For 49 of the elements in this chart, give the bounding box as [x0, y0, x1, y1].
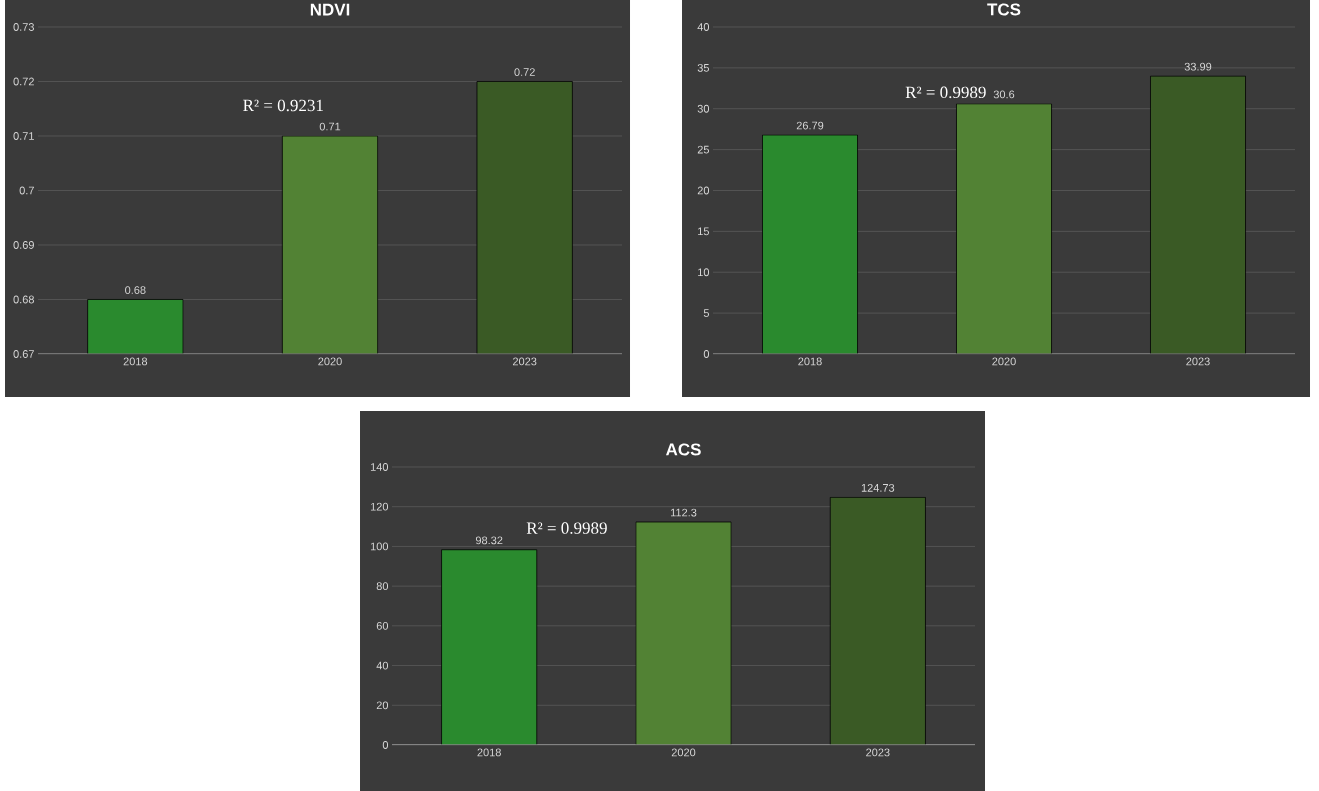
x-tick-label: 2018	[123, 357, 148, 366]
chart-title: TCS	[987, 3, 1021, 16]
y-tick-label: 0.68	[13, 295, 34, 304]
y-tick-label: 0.67	[13, 350, 34, 358]
chart-title: NDVI	[310, 3, 350, 16]
y-tick-label: 100	[370, 542, 389, 551]
x-tick-label: 2023	[866, 748, 890, 757]
y-tick-label: 10	[698, 268, 710, 277]
x-tick-label: 2023	[1186, 357, 1210, 366]
annotation: R² = 0.9989	[526, 522, 607, 534]
x-tick-label: 2020	[992, 357, 1016, 366]
y-tick-label: 0.72	[13, 77, 34, 86]
y-tick-label: 20	[697, 186, 710, 195]
annotation: R² = 0.9989	[905, 86, 986, 99]
y-tick-label: 40	[376, 661, 389, 670]
y-tick-label: 25	[697, 145, 709, 154]
chart-title: ACS	[665, 443, 701, 456]
data-label: 33.99	[1184, 62, 1212, 71]
x-tick-label: 2018	[477, 748, 501, 757]
y-tick-label: 0	[382, 741, 389, 749]
y-tick-label: 0	[703, 350, 710, 358]
y-tick-label: 30	[697, 104, 710, 113]
x-tick-label: 2020	[318, 357, 342, 366]
y-tick-label: 0.7	[19, 186, 34, 195]
x-tick-label: 2023	[512, 357, 537, 366]
data-label: 0.68	[125, 286, 146, 294]
data-label: 112.3	[670, 508, 697, 517]
y-tick-label: 35	[697, 63, 709, 72]
y-tick-label: 40	[697, 23, 710, 31]
data-label: 0.71	[319, 122, 341, 131]
y-tick-label: 60	[376, 621, 389, 630]
data-label: 98.32	[475, 536, 503, 545]
data-label: 26.79	[796, 121, 824, 130]
y-tick-label: 5	[703, 309, 709, 317]
y-tick-label: 140	[370, 463, 389, 471]
y-tick-label: 15	[698, 227, 709, 236]
y-tick-label: 0.73	[13, 23, 34, 31]
bar	[762, 134, 858, 354]
data-label: 30.6	[993, 90, 1015, 99]
x-tick-label: 2018	[798, 357, 822, 366]
data-label: 0.72	[514, 68, 535, 76]
data-label: 124.73	[861, 484, 895, 492]
y-tick-label: 80	[376, 582, 389, 591]
annotation: R² = 0.9231	[243, 99, 323, 112]
y-tick-label: 120	[370, 502, 389, 511]
y-tick-label: 0.71	[13, 132, 34, 140]
x-tick-label: 2020	[671, 748, 696, 757]
y-tick-label: 20	[376, 701, 389, 710]
y-tick-label: 0.69	[13, 241, 34, 249]
